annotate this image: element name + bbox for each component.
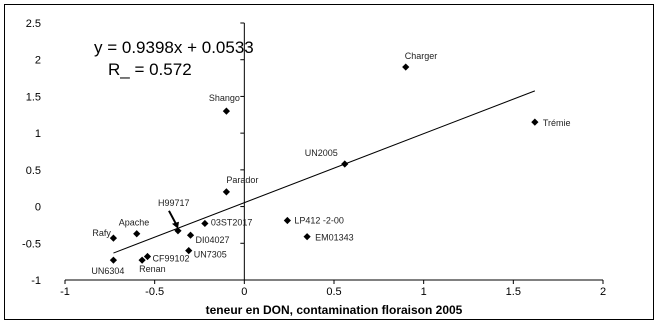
label-lp412-2-00: LP412 -2-00	[294, 216, 344, 226]
y-tick-label: -0.5	[22, 238, 41, 250]
data-points	[109, 63, 539, 264]
point-di04027	[186, 231, 195, 239]
label-shango: Shango	[209, 93, 240, 103]
label-un7305: UN7305	[194, 250, 227, 260]
y-tick-label: 2.5	[26, 18, 41, 30]
x-tick-label: 1.5	[506, 286, 521, 298]
point-charger	[402, 63, 410, 71]
label-apache: Apache	[119, 218, 150, 228]
x-tick-label: -0.5	[145, 286, 164, 298]
label-di04027: DI04027	[196, 235, 230, 245]
point-un7305	[185, 247, 193, 255]
point-tr-mie	[531, 118, 539, 126]
x-tick-label: 2	[600, 286, 606, 298]
point-un6304	[109, 256, 118, 264]
y-tick-label: -1	[31, 275, 41, 287]
trendline-equation: y = 0.9398x + 0.0533	[94, 38, 254, 57]
point-rafy	[109, 234, 118, 242]
x-tick-label: 0.5	[326, 286, 341, 298]
label-charger: Charger	[405, 51, 438, 61]
label-un6304: UN6304	[91, 266, 124, 276]
label-rafy: Rafy	[92, 228, 111, 238]
x-axis-label: teneur en DON, contamination floraison 2…	[206, 303, 463, 317]
label-tr-mie: Trémie	[543, 118, 571, 128]
point-un2005	[341, 160, 349, 168]
axes	[64, 22, 604, 284]
y-tick-label: 0.5	[26, 165, 41, 177]
point-lp412-2-00	[283, 216, 291, 225]
trendline	[113, 90, 536, 254]
point-em01343	[303, 233, 311, 241]
point-parador	[222, 188, 230, 196]
chart-frame	[4, 4, 654, 320]
label-h99717: H99717	[158, 198, 190, 208]
point-cf99102	[143, 252, 152, 261]
point-apache	[133, 230, 141, 238]
label-un2005: UN2005	[305, 148, 338, 158]
label-renan: Renan	[139, 264, 166, 274]
point-renan	[138, 256, 146, 264]
label-03st2017: 03ST2017	[211, 217, 253, 227]
label-cf99102: CF99102	[152, 254, 189, 264]
y-tick-label: 1.5	[26, 91, 41, 103]
point-h99717	[174, 227, 182, 235]
x-tick-label: 1	[421, 286, 427, 298]
tick-labels: -1 -0.5 0 0.5 1 1.5 2 -1 -0.5 0 0.5 1 1.5 2 2.5	[22, 18, 606, 298]
point-labels: Charger Trémie Shango UN2005 Parador H99717 03…	[91, 51, 570, 276]
label-parador: Parador	[226, 175, 258, 185]
point-shango	[222, 107, 230, 115]
label-em01343: EM01343	[315, 233, 354, 243]
r-squared-label: R_ = 0.572	[108, 60, 192, 79]
y-tick-label: 0	[35, 202, 41, 214]
y-tick-label: 1	[35, 128, 41, 140]
h99717-arrow-head	[171, 221, 179, 229]
x-tick-label: -1	[60, 286, 70, 298]
x-tick-label: 0	[241, 286, 247, 298]
point-03st2017	[201, 219, 209, 228]
y-tick-label: 2	[35, 55, 41, 67]
